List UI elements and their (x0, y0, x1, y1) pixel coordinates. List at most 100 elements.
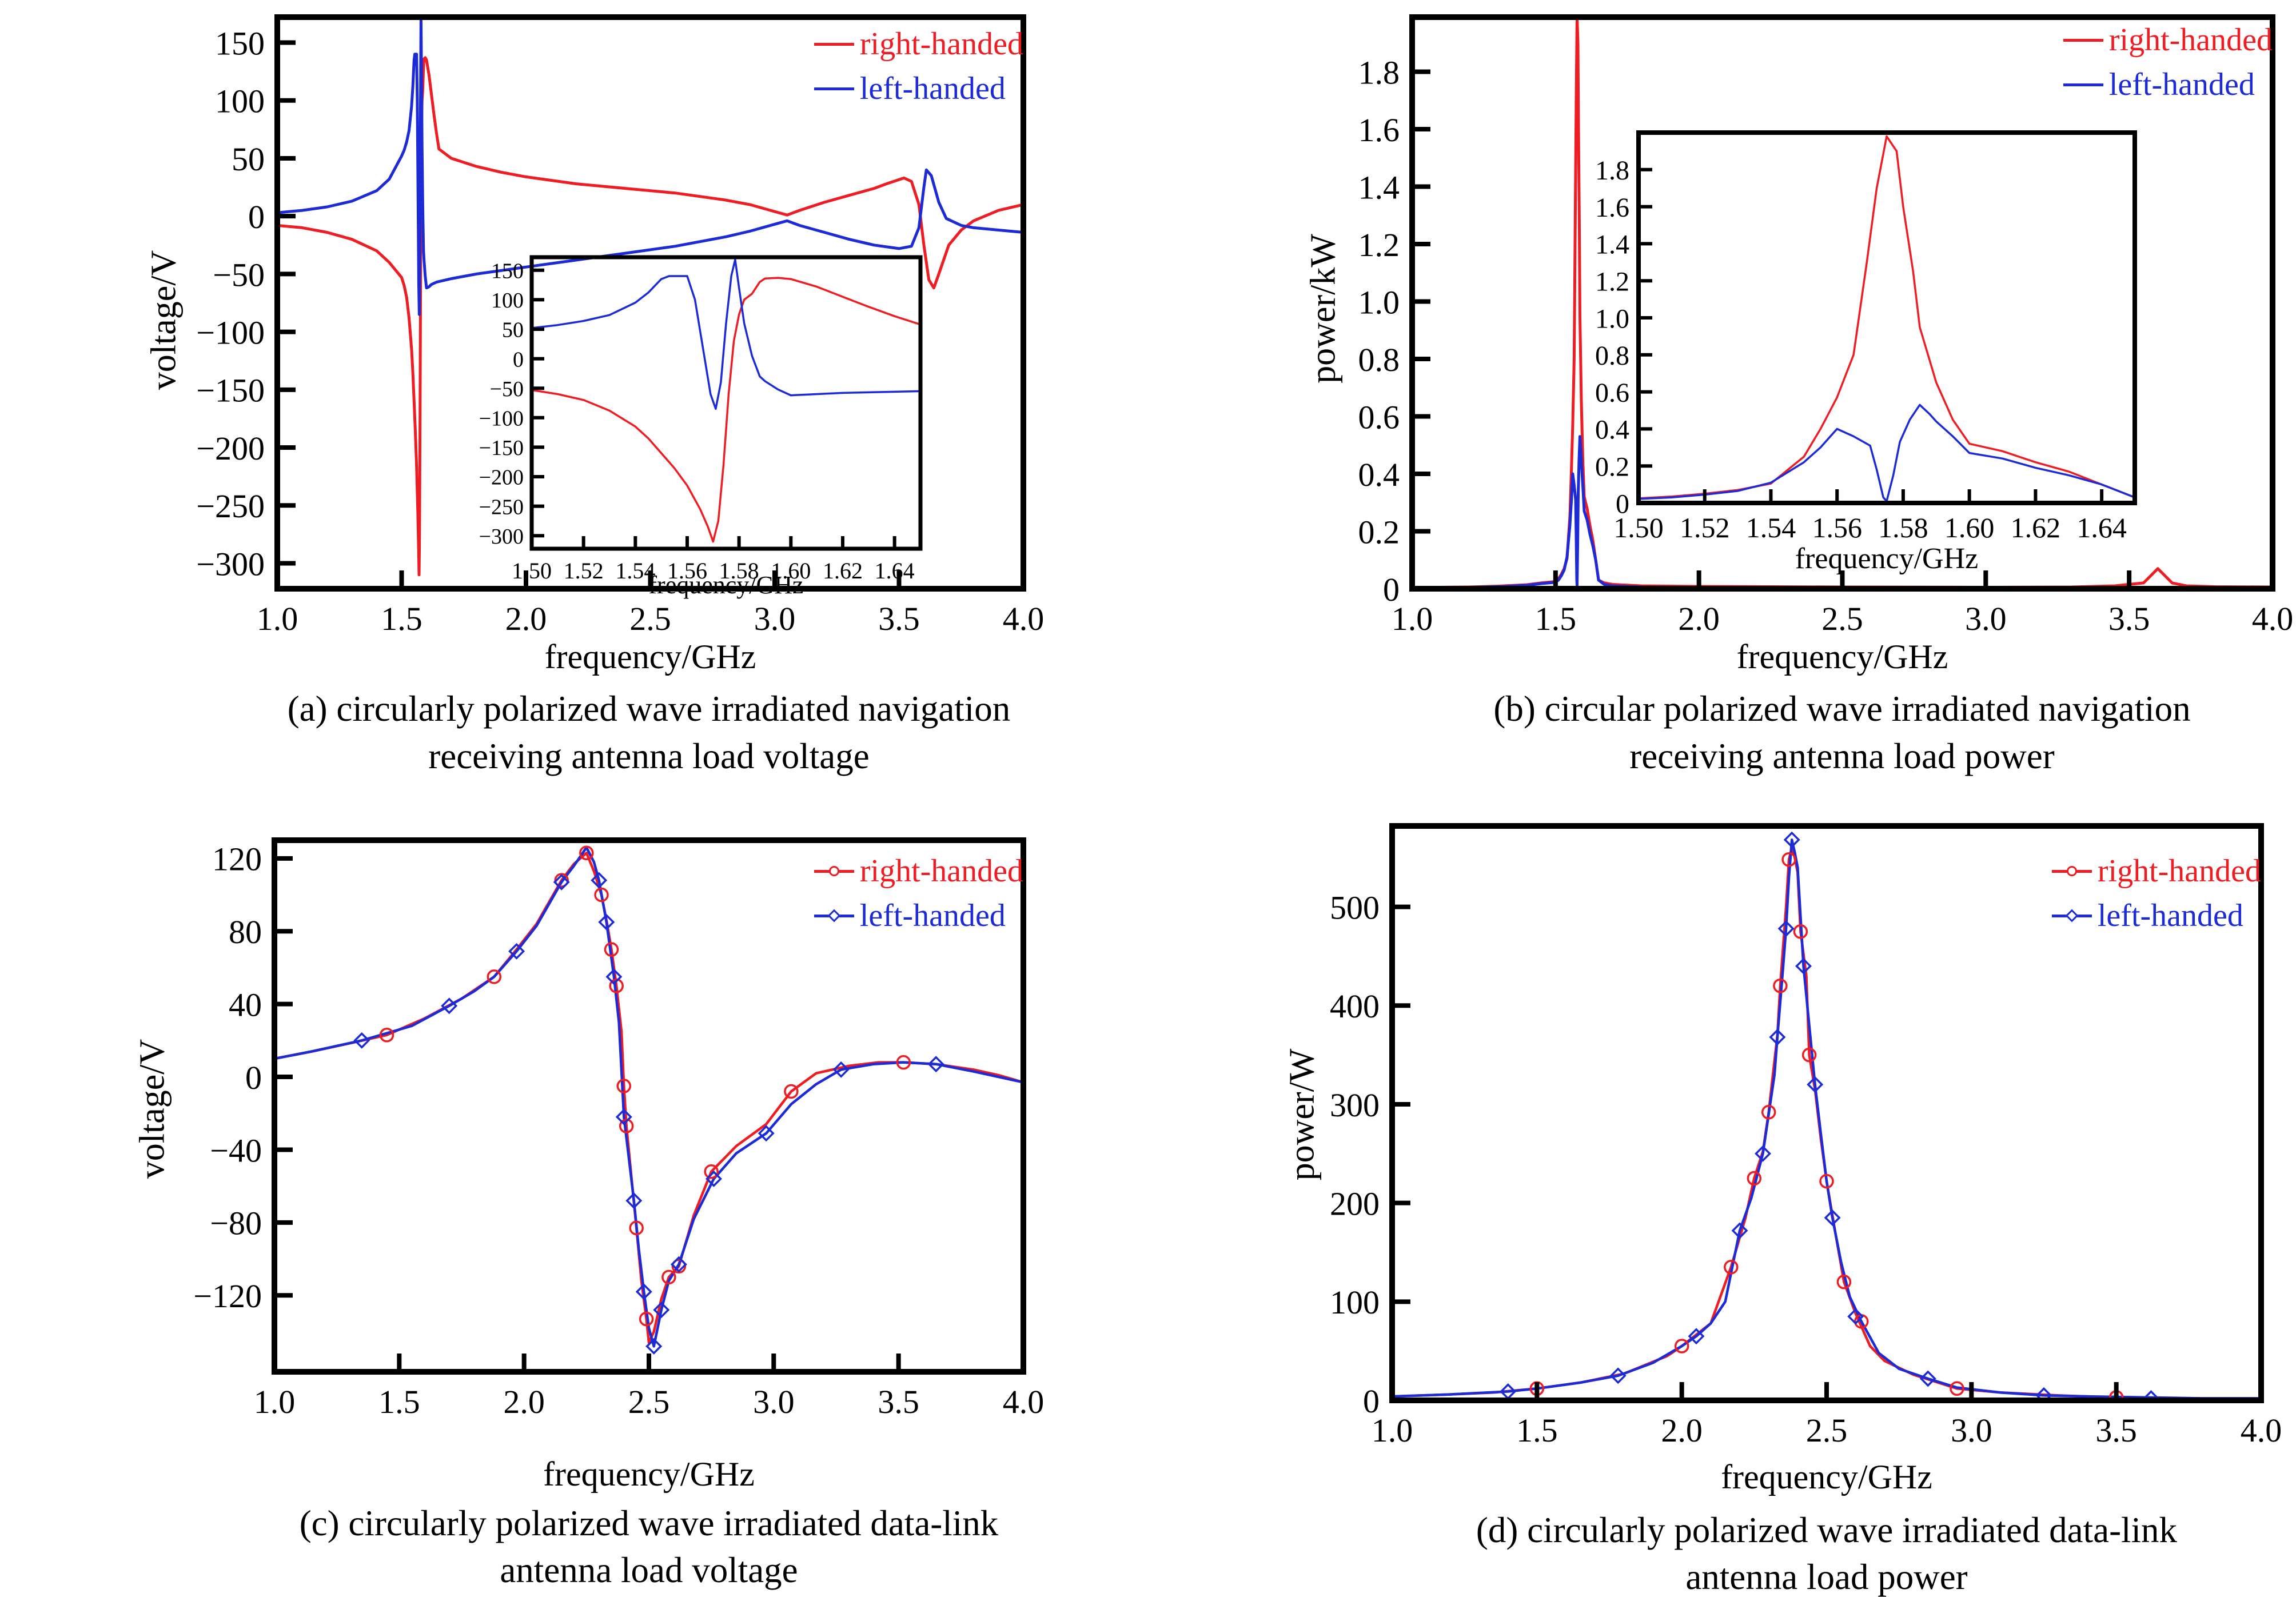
y-tick-label: 0 (245, 1059, 262, 1096)
y-tick-label: 150 (491, 259, 524, 283)
y-tick-label: 0.6 (1595, 378, 1629, 408)
left-handed-line-icon (2063, 78, 2103, 91)
y-tick-label: 1.4 (1358, 169, 1400, 206)
legend-label-left-handed: left-handed (2108, 67, 2255, 102)
y-tick-label: 0.8 (1358, 341, 1400, 378)
circle-marker-icon (1674, 1339, 1689, 1354)
y-tick-label: 100 (491, 289, 524, 313)
legend-panel-c: right-handed left-handed (814, 853, 1023, 934)
legend-entry-left-handed: left-handed (814, 70, 1006, 107)
left-handed-diamond-marker-icon (814, 909, 854, 923)
diamond-marker-icon (635, 1283, 652, 1300)
circle-marker-icon (1950, 1381, 1964, 1396)
legend-entry-right-handed: right-handed (2063, 22, 2273, 58)
circle-marker-icon (704, 1164, 719, 1179)
y-tick-label: −100 (196, 314, 265, 351)
series-line-left-handed (277, 17, 1023, 316)
y-tick-label: −300 (479, 525, 524, 549)
diamond-marker-icon (1919, 1370, 1936, 1387)
diamond-marker-icon (927, 1056, 944, 1073)
diamond-marker-icon (598, 913, 615, 931)
y-tick-label: −200 (196, 430, 265, 467)
y-tick-label: −150 (479, 436, 524, 460)
circle-marker-icon (379, 1028, 394, 1043)
x-tick-label: 1.54 (615, 558, 655, 584)
panel-b-y-axis-label: power/kW (1304, 234, 1343, 384)
y-tick-label: 50 (232, 141, 265, 178)
y-tick-label: 1.0 (1595, 304, 1629, 334)
y-tick-label: −40 (210, 1132, 262, 1169)
panel-c-caption-line1: (c) circularly polarized wave irradiated… (299, 1503, 999, 1543)
x-tick-label: 1.62 (823, 558, 863, 584)
y-tick-label: 0 (1616, 489, 1629, 519)
panel-d-caption-line2: antenna load power (1685, 1557, 1968, 1597)
y-tick-label: −100 (479, 406, 524, 430)
y-tick-label: 50 (502, 318, 524, 342)
series-line-right-handed (1639, 135, 2135, 500)
panel-d-x-axis-label: frequency/GHz (1721, 1458, 1932, 1496)
legend-label-left-handed: left-handed (859, 898, 1006, 933)
plot-area (277, 17, 1023, 577)
diamond-marker-icon (605, 968, 623, 985)
x-tick-label: 1.56 (667, 558, 707, 584)
y-tick-label: 100 (215, 83, 265, 120)
circle-marker-icon (616, 1079, 632, 1093)
series-line-right-handed (532, 277, 920, 543)
y-tick-label: −120 (193, 1277, 262, 1315)
legend-label-right-handed: right-handed (859, 853, 1023, 889)
panel-d-y-axis-label: power/W (1282, 1048, 1322, 1181)
panel-b-x-axis-label: frequency/GHz (1736, 638, 1948, 676)
x-tick-label: 3.5 (2108, 600, 2150, 637)
diamond-marker-icon (758, 1125, 775, 1142)
circle-marker-icon (604, 942, 619, 957)
y-tick-label: 0 (1363, 1383, 1380, 1420)
x-tick-label: 3.0 (1951, 1412, 1992, 1449)
x-tick-label: 4.0 (1003, 1383, 1045, 1420)
legend-entry-left-handed: left-handed (814, 897, 1006, 934)
legend-entry-left-handed: left-handed (2063, 66, 2255, 103)
circle-marker-icon (1793, 924, 1808, 939)
x-tick-label: 1.5 (1516, 1412, 1558, 1449)
legend-entry-right-handed: right-handed (814, 853, 1023, 889)
series-line-left-handed (1412, 435, 2273, 589)
panel-b-caption-line2: receiving antenna load power (1629, 736, 2055, 776)
y-tick-label: 300 (1330, 1087, 1380, 1124)
x-tick-label: 1.0 (1392, 600, 1433, 637)
y-tick-label: 1.6 (1595, 193, 1629, 223)
x-tick-label: 2.0 (1661, 1412, 1703, 1449)
y-tick-label: 0 (1383, 571, 1400, 608)
panel-a-caption-line2: receiving antenna load voltage (428, 736, 870, 776)
diamond-marker-icon (615, 1108, 632, 1125)
y-tick-label: 0.8 (1595, 341, 1629, 371)
circle-marker-icon (784, 1084, 799, 1099)
y-tick-label: 0.4 (1358, 456, 1400, 493)
x-tick-label: 1.60 (771, 558, 811, 584)
x-tick-label: 1.5 (378, 1383, 420, 1420)
circle-marker-icon (487, 969, 502, 984)
x-tick-label: 1.0 (1372, 1412, 1413, 1449)
y-tick-label: 1.8 (1358, 54, 1400, 91)
x-tick-label: 2.5 (629, 600, 671, 637)
diamond-marker-icon (353, 1032, 370, 1049)
diamond-marker-icon (553, 873, 570, 891)
diamond-marker-icon (705, 1170, 722, 1187)
diamond-marker-icon (1777, 920, 1795, 937)
legend-entry-right-handed: right-handed (814, 26, 1023, 62)
y-tick-label: 1.8 (1595, 155, 1629, 186)
right-handed-line-icon (814, 37, 854, 51)
x-tick-label: 2.0 (503, 1383, 545, 1420)
x-tick-label: 3.5 (878, 600, 920, 637)
x-tick-label: 1.50 (1613, 512, 1664, 544)
y-tick-label: 100 (1330, 1284, 1380, 1321)
diamond-marker-icon (1847, 1308, 1864, 1325)
circle-marker-icon (619, 1119, 634, 1133)
y-tick-label: 1.2 (1595, 266, 1629, 297)
legend-entry-left-handed: left-handed (2051, 897, 2243, 934)
panel-a-inset-chart: 1.50 1.52 1.54 1.56 1.58 1.60 1.62 1.64 150 100 50… (479, 255, 923, 584)
circle-marker-icon (594, 887, 609, 903)
y-tick-label: 200 (1330, 1185, 1380, 1223)
y-tick-label: −200 (479, 466, 524, 490)
x-tick-label: 1.52 (564, 558, 604, 584)
circle-marker-icon (1773, 978, 1788, 993)
diamond-marker-icon (2035, 1387, 2052, 1400)
